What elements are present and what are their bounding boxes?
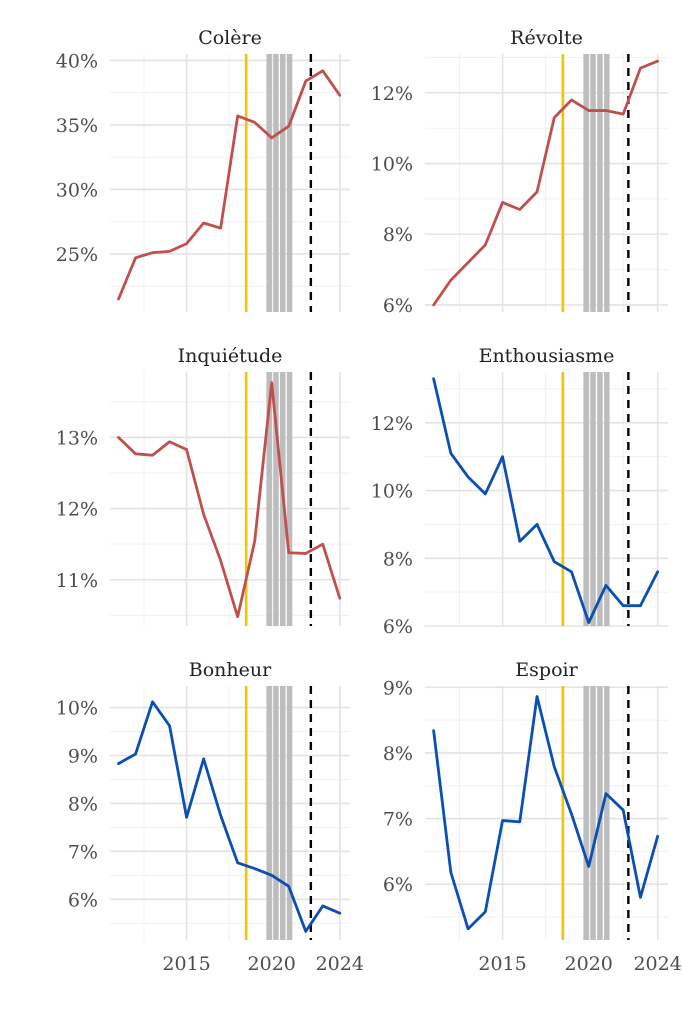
panel-3-y-tick-label: 12% <box>56 499 98 521</box>
panel-2-title: Révolte <box>510 27 583 49</box>
panel-6-title: Espoir <box>515 659 578 681</box>
panel-6-y-tick-label: 7% <box>383 809 413 831</box>
panel-1-y-tick-label: 25% <box>56 244 98 266</box>
panel-3-title: Inquiétude <box>178 345 283 367</box>
panel-5-series-line <box>117 700 342 933</box>
panel-5-y-tick-label: 9% <box>68 745 98 767</box>
panel-5-x-tick-label: 2020 <box>248 953 296 975</box>
panel-6-y-tick-label: 8% <box>383 743 413 765</box>
panel-4-y-tick-label: 6% <box>383 616 413 638</box>
panel-1-y-tick-label: 30% <box>56 179 98 201</box>
panel-2-y-tick-label: 6% <box>383 295 413 317</box>
panel-2: Révolte 6% 8% 10% 12% <box>371 27 668 317</box>
panel-5-y-tick-label: 10% <box>56 698 98 720</box>
panel-3: Inquiétude 11% 12% 13% <box>56 345 350 626</box>
panel-1-series-line <box>117 69 342 301</box>
panel-4-y-tick-label: 8% <box>383 548 413 570</box>
panel-4: Enthousiasme 6% 8% 10% 12% <box>371 345 668 638</box>
panel-4-series-line <box>432 377 660 625</box>
panel-6-x-tick-label: 2015 <box>478 953 526 975</box>
panel-5-x-tick-label: 2024 <box>316 953 364 975</box>
panel-3-series-line <box>117 381 342 619</box>
panel-4-y-tick-label: 10% <box>371 481 413 503</box>
panel-6-series-line <box>432 695 660 931</box>
panel-5-x-tick-label: 2015 <box>162 953 210 975</box>
panel-1-y-tick-label: 35% <box>56 115 98 137</box>
panel-2-y-tick-label: 12% <box>371 83 413 105</box>
panel-3-y-tick-label: 11% <box>56 570 98 592</box>
panel-6: Espoir 6% 7% 8% 9% 2015 2020 2024 <box>383 659 682 975</box>
panel-6-y-tick-label: 6% <box>383 874 413 896</box>
panel-4-y-tick-label: 12% <box>371 413 413 435</box>
panel-2-y-tick-label: 10% <box>371 154 413 176</box>
panel-1-title: Colère <box>198 27 262 49</box>
panel-2-series-line <box>432 59 660 307</box>
panel-5-y-tick-label: 7% <box>68 841 98 863</box>
panel-5-title: Bonheur <box>189 659 272 681</box>
panel-2-y-tick-label: 8% <box>383 224 413 246</box>
panel-6-x-tick-label: 2024 <box>633 953 681 975</box>
panel-5: Bonheur 6% 7% 8% 9% 10% 2015 2020 2024 <box>56 659 364 975</box>
panel-4-title: Enthousiasme <box>479 345 615 367</box>
panel-6-y-tick-label: 9% <box>383 677 413 699</box>
panel-5-y-tick-label: 8% <box>68 793 98 815</box>
panel-5-y-tick-label: 6% <box>68 889 98 911</box>
panel-1-y-tick-label: 40% <box>56 50 98 72</box>
panel-3-y-tick-label: 13% <box>56 427 98 449</box>
panel-6-x-tick-label: 2020 <box>565 953 613 975</box>
panel-1: Colère 25% 30% 35% 40% <box>56 27 350 312</box>
